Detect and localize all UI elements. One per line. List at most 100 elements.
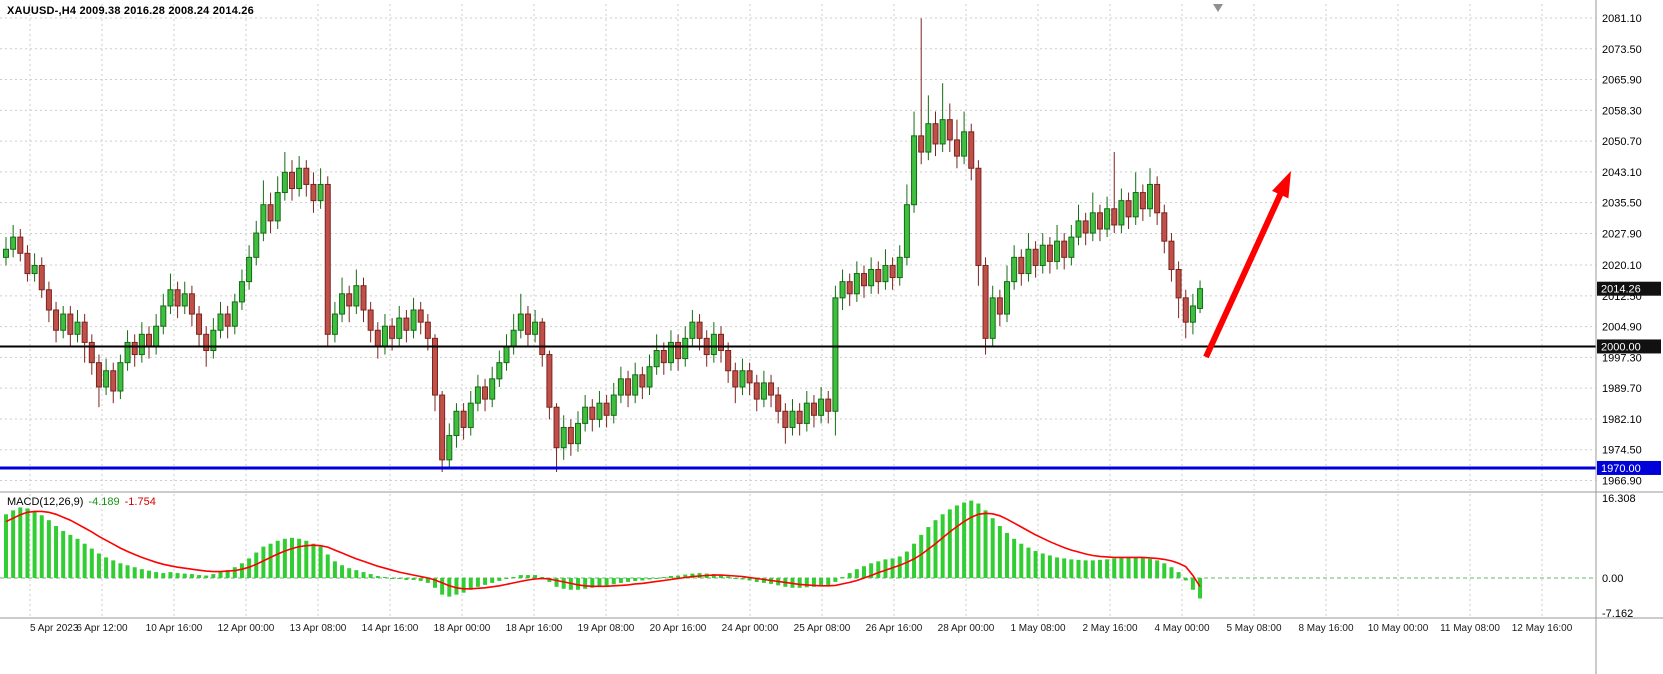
price-tick-label: 1982.10 bbox=[1602, 414, 1642, 426]
bear-candle bbox=[782, 410, 789, 428]
macd-histogram-bar bbox=[382, 577, 387, 579]
bull-candle bbox=[1025, 248, 1032, 275]
bear-candle bbox=[732, 370, 739, 388]
price-tag-value: 2000.00 bbox=[1601, 341, 1641, 353]
price-tick-label: 2081.10 bbox=[1602, 13, 1642, 25]
bull-candle bbox=[281, 171, 288, 194]
price-tick-label: 2073.50 bbox=[1602, 44, 1642, 56]
macd-histogram-bar bbox=[282, 538, 287, 578]
candlestick-series bbox=[3, 18, 1204, 473]
horizontal-level-lines[interactable] bbox=[0, 345, 1596, 470]
macd-histogram-bar bbox=[118, 563, 123, 578]
macd-histogram-bar bbox=[340, 565, 345, 578]
macd-histogram-bar bbox=[275, 540, 280, 578]
macd-histogram-bar bbox=[926, 527, 931, 578]
macd-histogram-bar bbox=[711, 574, 716, 578]
bull-candle bbox=[10, 236, 17, 250]
time-axis-label: 1 May 08:00 bbox=[1010, 623, 1065, 634]
macd-histogram-bar bbox=[461, 578, 466, 593]
bear-candle bbox=[403, 317, 410, 331]
bull-candle bbox=[925, 123, 932, 153]
bull-candle bbox=[596, 402, 603, 420]
bear-candle bbox=[968, 131, 975, 169]
macd-histogram-bar bbox=[1097, 559, 1102, 578]
bull-candle bbox=[789, 410, 796, 428]
bull-candle bbox=[160, 305, 167, 327]
bear-candle bbox=[432, 337, 438, 396]
bear-candle bbox=[861, 273, 867, 287]
macd-histogram-bar bbox=[1005, 532, 1009, 578]
macd-histogram-bar bbox=[61, 530, 66, 578]
price-tick-label: 1974.50 bbox=[1602, 445, 1642, 457]
macd-histogram-bar bbox=[583, 578, 588, 589]
bear-candle bbox=[796, 410, 803, 424]
macd-signal-line bbox=[5, 510, 1201, 590]
bear-candle bbox=[546, 354, 553, 408]
bear-candle bbox=[439, 394, 446, 461]
macd-histogram-bar bbox=[290, 537, 294, 578]
bull-candle bbox=[532, 321, 539, 335]
macd-histogram-bar bbox=[132, 567, 137, 578]
bear-candle bbox=[946, 119, 953, 141]
bear-candle bbox=[810, 402, 817, 416]
bear-candle bbox=[825, 398, 832, 412]
macd-histogram-bar bbox=[1090, 560, 1095, 578]
bull-candle bbox=[1197, 288, 1204, 309]
macd-histogram-bar bbox=[854, 569, 859, 578]
bear-candle bbox=[188, 293, 195, 315]
bull-candle bbox=[575, 422, 581, 445]
macd-histogram-bar bbox=[1105, 559, 1110, 578]
bull-candle bbox=[489, 378, 496, 400]
macd-histogram-bar bbox=[719, 575, 723, 578]
macd-axis-label: -7.162 bbox=[1602, 608, 1633, 620]
bull-candle bbox=[560, 426, 567, 449]
macd-histogram-bar bbox=[604, 578, 609, 586]
bull-candle bbox=[939, 119, 946, 145]
bear-candle bbox=[88, 341, 95, 364]
bull-candle bbox=[1089, 212, 1096, 234]
bull-candle bbox=[231, 301, 238, 327]
time-axis-label: 4 May 00:00 bbox=[1154, 623, 1209, 634]
macd-histogram-bar bbox=[897, 556, 902, 578]
price-tag-value: 1970.00 bbox=[1601, 463, 1641, 475]
bull-candle bbox=[1147, 183, 1153, 210]
time-axis-label: 10 Apr 16:00 bbox=[146, 623, 203, 634]
shift-marker-triangle[interactable] bbox=[1213, 4, 1223, 12]
macd-histogram-bar bbox=[11, 510, 16, 578]
bull-candle bbox=[582, 406, 589, 424]
bear-candle bbox=[625, 378, 632, 396]
macd-histogram-bar bbox=[590, 578, 595, 588]
bear-candle bbox=[24, 252, 31, 275]
bull-candle bbox=[903, 204, 910, 258]
macd-histogram-bar bbox=[919, 534, 924, 578]
macd-histogram-bar bbox=[361, 572, 366, 578]
bull-candle bbox=[818, 398, 825, 416]
macd-histogram-bar bbox=[154, 572, 159, 578]
arrow-shaft[interactable] bbox=[1203, 184, 1288, 359]
arrow-head[interactable] bbox=[1272, 171, 1291, 199]
time-axis-label: 8 May 16:00 bbox=[1298, 623, 1353, 634]
macd-histogram-bar bbox=[618, 578, 623, 583]
price-tag bbox=[1597, 281, 1661, 296]
macd-histogram-bar bbox=[1083, 560, 1088, 578]
macd-axis-label: 16.308 bbox=[1602, 493, 1636, 505]
macd-histogram-bar bbox=[175, 573, 180, 578]
bear-candle bbox=[1046, 244, 1053, 262]
bullish-arrow-annotation[interactable] bbox=[1203, 171, 1291, 359]
chart-shift-marker[interactable] bbox=[1213, 4, 1223, 12]
time-axis-label: 5 May 08:00 bbox=[1226, 623, 1281, 634]
macd-histogram-bar bbox=[912, 543, 917, 578]
macd-histogram-bar bbox=[747, 578, 752, 581]
macd-histogram-bar bbox=[111, 560, 116, 578]
macd-histogram-bar bbox=[332, 561, 337, 578]
macd-histogram-bar bbox=[225, 570, 230, 578]
time-axis-label: 24 Apr 00:00 bbox=[722, 623, 779, 634]
time-axis-label: 26 Apr 16:00 bbox=[866, 623, 923, 634]
macd-histogram-bar bbox=[668, 576, 673, 578]
bear-candle bbox=[38, 264, 45, 291]
bull-candle bbox=[60, 313, 67, 331]
bear-candle bbox=[675, 341, 682, 360]
macd-histogram-bar bbox=[661, 577, 666, 579]
